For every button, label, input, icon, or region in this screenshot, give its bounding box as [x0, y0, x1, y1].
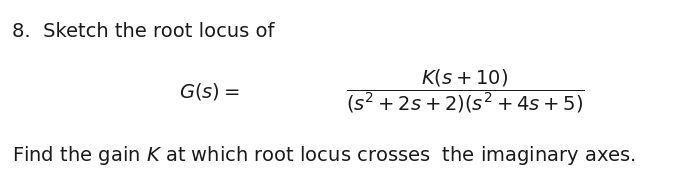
Text: $\dfrac{K(s+10)}{(s^2+2s+2)(s^2+4s+5)}$: $\dfrac{K(s+10)}{(s^2+2s+2)(s^2+4s+5)}$: [346, 67, 585, 115]
Text: $G(s) =$: $G(s) =$: [179, 80, 240, 102]
Text: 8.  Sketch the root locus of: 8. Sketch the root locus of: [12, 22, 275, 41]
Text: Find the gain $K$ at which root locus crosses  the imaginary axes.: Find the gain $K$ at which root locus cr…: [12, 145, 637, 167]
